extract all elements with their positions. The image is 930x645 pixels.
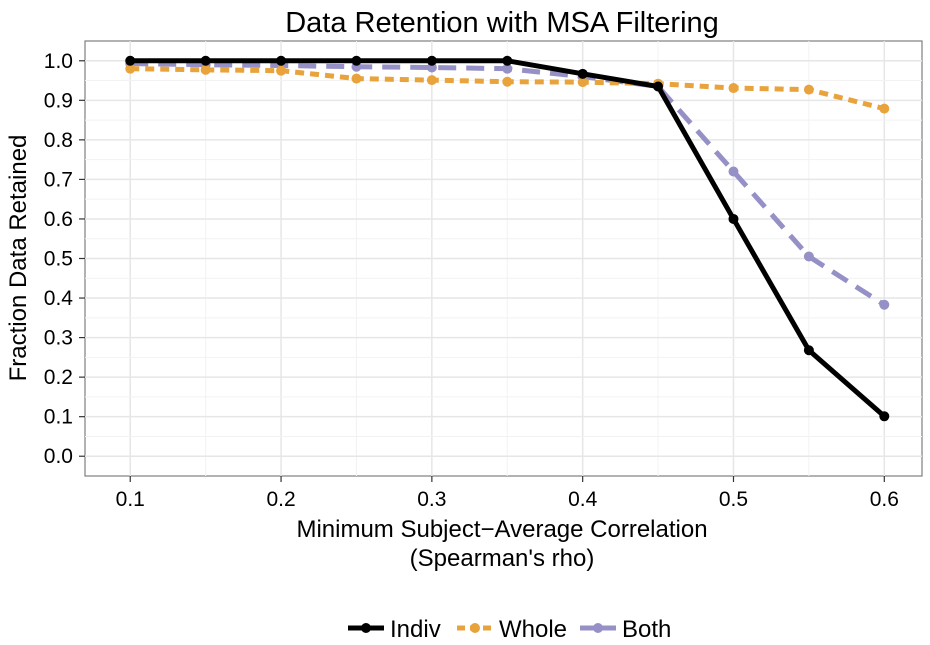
y-tick-label: 0.0 [44,445,73,468]
data-point-indiv [351,55,362,66]
x-axis: 0.1 0.2 0.3 0.4 0.5 0.6 [116,476,899,511]
series-indiv [125,55,890,422]
y-axis: 0.0 0.1 0.2 0.3 0.4 0.5 0.6 0.7 0.8 0.9 1.0 [44,50,85,468]
data-point-indiv [200,55,211,66]
data-point-whole [879,103,890,114]
x-tick-label: 0.3 [417,488,446,511]
y-tick-label: 0.5 [44,248,73,271]
legend-label: Whole [499,616,567,643]
legend-item-whole: Whole [457,616,567,643]
data-point-indiv [125,55,136,66]
legend-key-marker [593,623,603,633]
y-tick-label: 0.3 [44,327,73,350]
data-point-whole [803,84,814,95]
x-axis-title-line2: (Spearman's rho) [410,545,595,572]
y-tick-label: 0.9 [44,89,73,112]
data-point-indiv [803,345,814,356]
data-point-whole [276,65,287,76]
y-tick-label: 0.7 [44,168,73,191]
data-point-whole [200,64,211,75]
data-point-both [502,63,513,74]
y-tick-label: 0.4 [44,287,74,310]
y-tick-label: 1.0 [44,50,73,73]
data-point-whole [577,77,588,88]
legend-label: Indiv [390,616,441,643]
legend-item-both: Both [580,616,671,643]
data-point-whole [351,73,362,84]
x-tick-label: 0.1 [116,488,145,511]
y-axis-title: Fraction Data Retained [5,135,32,382]
legend-item-indiv: Indiv [348,616,441,643]
legend-key-marker [470,623,480,633]
data-point-indiv [653,81,664,92]
data-point-whole [426,75,437,86]
chart-title: Data Retention with MSA Filtering [285,7,719,39]
y-tick-label: 0.2 [44,366,73,389]
data-point-indiv [879,411,890,422]
data-point-whole [728,83,739,94]
legend-key-marker [361,623,371,633]
data-point-indiv [728,213,739,224]
legend-label: Both [622,616,671,643]
x-tick-label: 0.2 [266,488,295,511]
x-tick-label: 0.5 [719,488,748,511]
x-tick-label: 0.6 [870,488,899,511]
data-point-whole [125,63,136,74]
data-point-indiv [426,55,437,66]
data-point-both [803,251,814,262]
data-point-both [879,299,890,310]
data-point-whole [502,76,513,87]
data-point-indiv [577,68,588,79]
series-layer [125,55,890,422]
x-axis-title-line1: Minimum Subject−Average Correlation [296,516,707,543]
x-tick-label: 0.4 [568,488,598,511]
y-tick-label: 0.1 [44,406,73,429]
y-tick-label: 0.6 [44,208,73,231]
data-point-both [728,166,739,177]
y-tick-label: 0.8 [44,129,73,152]
data-point-indiv [502,55,513,66]
data-point-indiv [276,55,287,66]
legend: Indiv Whole Both [348,616,671,643]
